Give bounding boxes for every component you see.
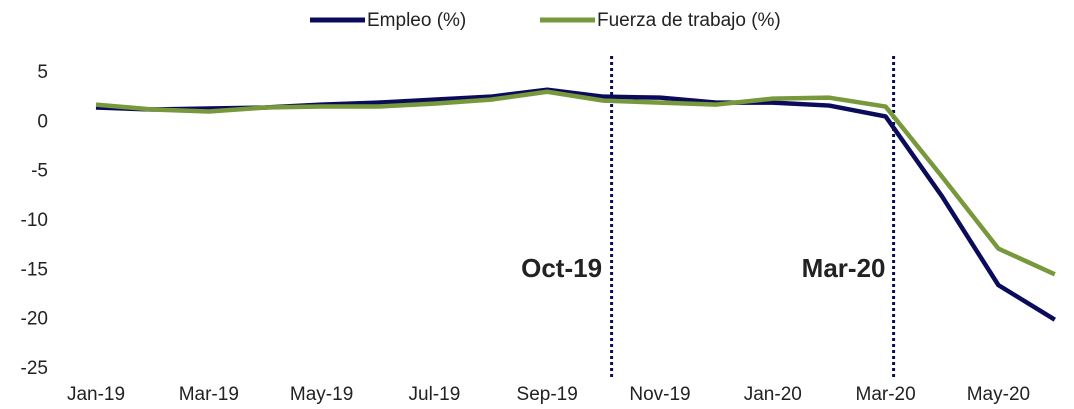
y-tick-label: -10: [21, 210, 48, 231]
series-line: [95, 87, 1056, 322]
series-line: [95, 89, 1056, 277]
y-tick-label: -5: [31, 161, 48, 182]
y-tick-label: -15: [21, 259, 48, 280]
y-tick-label: 0: [37, 111, 48, 132]
x-tick-label: Jan-20: [744, 384, 802, 405]
legend-label: Empleo (%): [367, 10, 466, 31]
y-tick-label: -20: [21, 309, 48, 330]
y-tick-label: -25: [21, 358, 48, 379]
x-tick-label: Sep-19: [517, 384, 578, 405]
x-tick-label: Mar-19: [179, 384, 239, 405]
x-tick-label: Mar-20: [856, 384, 916, 405]
annotation: Oct-19: [521, 253, 602, 283]
x-tick-label: Jul-19: [409, 384, 461, 405]
y-tick-label: 5: [37, 62, 48, 83]
annotation: Mar-20: [802, 253, 886, 283]
legend-label: Fuerza de trabajo (%): [597, 10, 781, 31]
x-tick-label: Jan-19: [67, 384, 125, 405]
x-tick-label: May-19: [290, 384, 353, 405]
x-tick-label: Nov-19: [629, 384, 690, 405]
x-tick-label: May-20: [967, 384, 1030, 405]
